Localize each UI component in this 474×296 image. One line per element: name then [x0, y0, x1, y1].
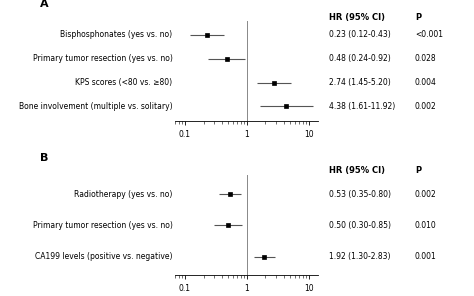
Text: 4.38 (1.61-11.92): 4.38 (1.61-11.92) [329, 102, 396, 111]
Text: P: P [415, 13, 421, 22]
Text: <0.001: <0.001 [415, 30, 443, 39]
Text: Bone involvement (multiple vs. solitary): Bone involvement (multiple vs. solitary) [19, 102, 173, 111]
Text: Radiotherapy (yes vs. no): Radiotherapy (yes vs. no) [74, 190, 173, 199]
Text: 2.74 (1.45-5.20): 2.74 (1.45-5.20) [329, 78, 391, 87]
Text: KPS scores (<80 vs. ≥80): KPS scores (<80 vs. ≥80) [75, 78, 173, 87]
Text: 0.53 (0.35-0.80): 0.53 (0.35-0.80) [329, 190, 392, 199]
Text: 0.48 (0.24-0.92): 0.48 (0.24-0.92) [329, 54, 391, 63]
Text: 0.23 (0.12-0.43): 0.23 (0.12-0.43) [329, 30, 391, 39]
Text: B: B [40, 153, 49, 163]
Text: 0.002: 0.002 [415, 102, 437, 111]
Text: A: A [40, 0, 49, 9]
Text: 0.004: 0.004 [415, 78, 437, 87]
Text: 0.001: 0.001 [415, 252, 437, 261]
Text: CA199 levels (positive vs. negative): CA199 levels (positive vs. negative) [35, 252, 173, 261]
Text: Primary tumor resection (yes vs. no): Primary tumor resection (yes vs. no) [33, 221, 173, 230]
Text: Bisphosphonates (yes vs. no): Bisphosphonates (yes vs. no) [60, 30, 173, 39]
Text: 0.010: 0.010 [415, 221, 437, 230]
Text: HR (95% CI): HR (95% CI) [329, 13, 385, 22]
Text: 1.92 (1.30-2.83): 1.92 (1.30-2.83) [329, 252, 391, 261]
Text: 0.028: 0.028 [415, 54, 437, 63]
Text: 0.50 (0.30-0.85): 0.50 (0.30-0.85) [329, 221, 392, 230]
Text: P: P [415, 166, 421, 175]
Text: Primary tumor resection (yes vs. no): Primary tumor resection (yes vs. no) [33, 54, 173, 63]
Text: 0.002: 0.002 [415, 190, 437, 199]
Text: HR (95% CI): HR (95% CI) [329, 166, 385, 175]
